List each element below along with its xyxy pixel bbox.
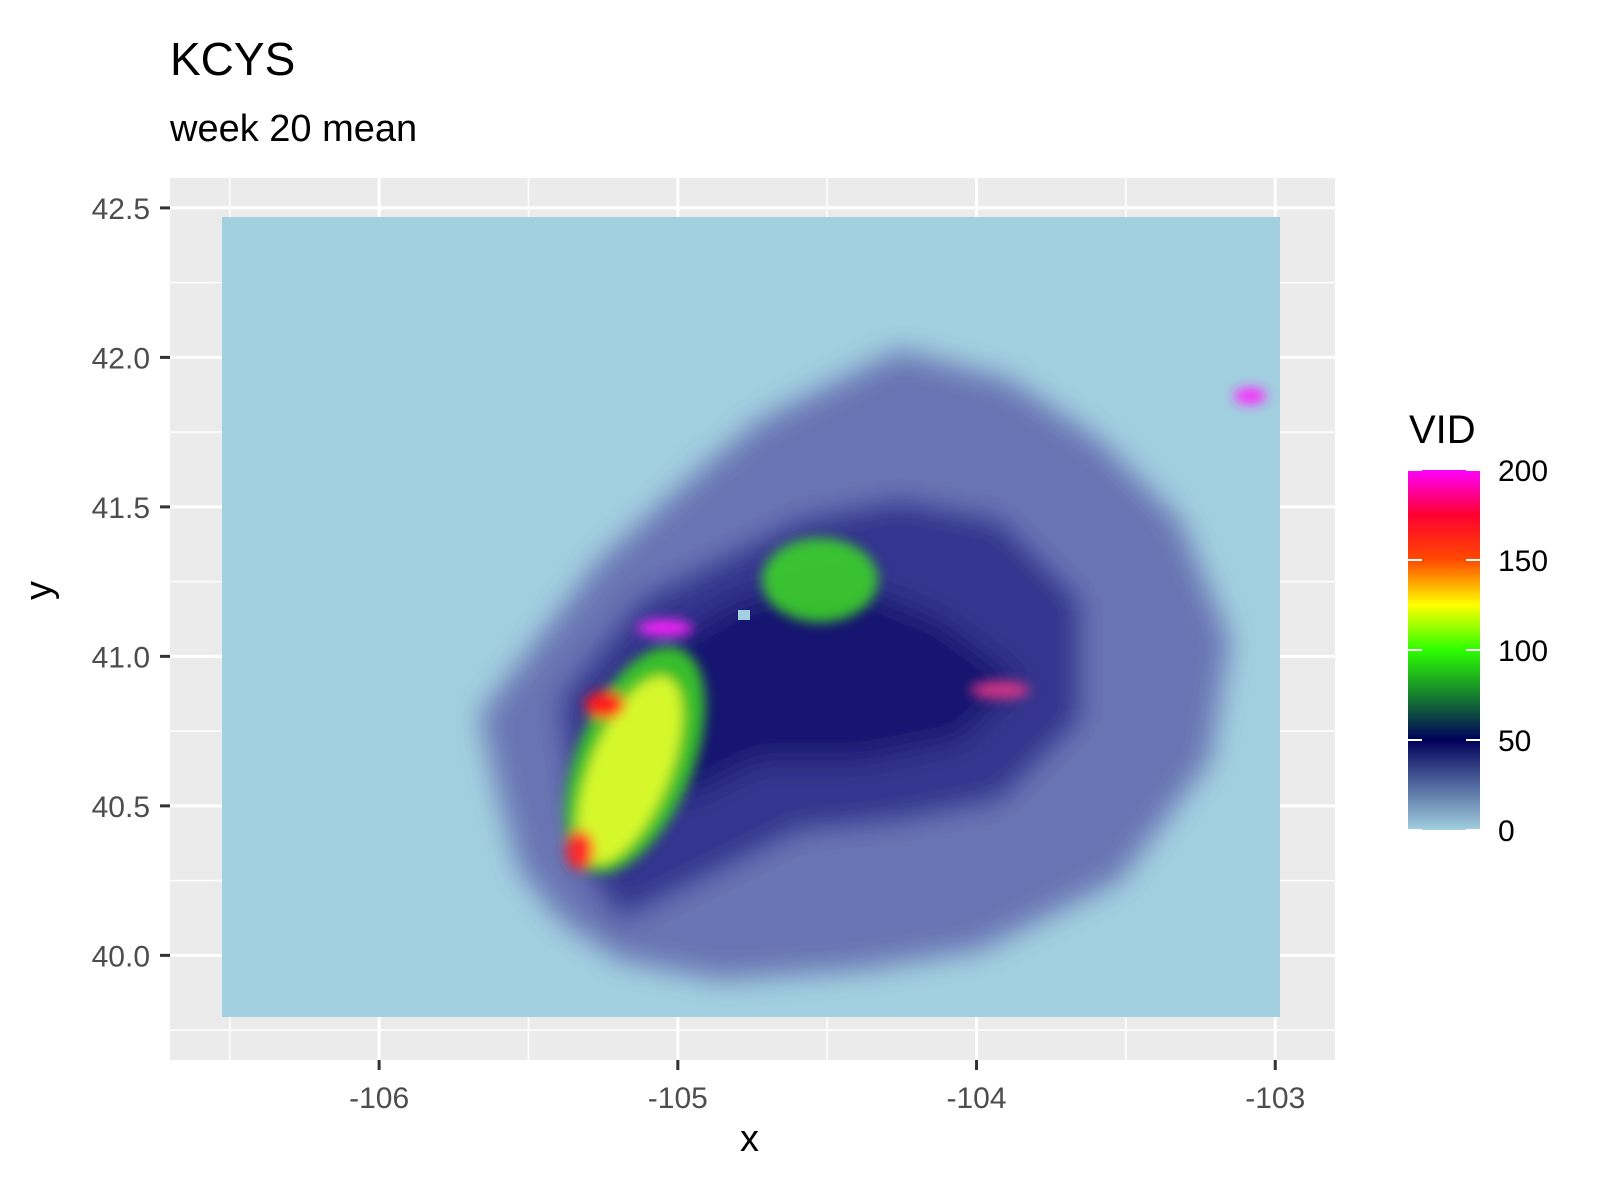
front-range-yellow — [577, 676, 683, 864]
chart-title: KCYS — [170, 33, 296, 85]
hotspots — [564, 388, 1266, 874]
y-axis-label: y — [18, 581, 60, 600]
x-axis: -106 -105 -104 -103 — [349, 1060, 1305, 1115]
hotspot-magenta-front — [637, 620, 693, 636]
y-tick-label-5: 42.5 — [92, 193, 150, 226]
legend-tick-label-0: 0 — [1498, 815, 1515, 848]
y-axis: 40.0 40.5 41.0 41.5 42.0 42.5 — [92, 193, 170, 973]
legend: 0 50 100 150 200 — [1408, 455, 1548, 848]
x-tick-label-1: -105 — [648, 1082, 708, 1115]
y-tick-label-2: 41.0 — [92, 641, 150, 674]
hotspot-red-north — [585, 691, 625, 719]
radar-site — [738, 610, 750, 620]
legend-tick-label-1: 50 — [1498, 725, 1531, 758]
x-tick-label-2: -104 — [947, 1082, 1007, 1115]
x-tick-label-3: -103 — [1245, 1082, 1305, 1115]
y-tick-label-1: 40.5 — [92, 791, 150, 824]
raster-field — [222, 217, 1280, 1017]
x-axis-label: x — [740, 1118, 759, 1160]
legend-tick-label-2: 100 — [1498, 635, 1548, 668]
legend-ticks: 0 50 100 150 200 — [1408, 455, 1548, 848]
hotspot-red-south — [566, 830, 594, 870]
y-tick-label-4: 42.0 — [92, 342, 150, 375]
legend-tick-label-3: 150 — [1498, 545, 1548, 578]
hotspot-northeast — [1234, 388, 1266, 404]
inner-echo — [640, 580, 1020, 800]
y-tick-label-0: 40.0 — [92, 940, 150, 973]
legend-tick-label-4: 200 — [1498, 455, 1548, 488]
cheyenne-green — [762, 538, 878, 622]
x-tick-label-0: -106 — [349, 1082, 409, 1115]
legend-title: VID — [1409, 408, 1476, 452]
chart-subtitle: week 20 mean — [170, 108, 418, 150]
y-tick-label-3: 41.5 — [92, 492, 150, 525]
hotspot-east — [970, 681, 1030, 699]
